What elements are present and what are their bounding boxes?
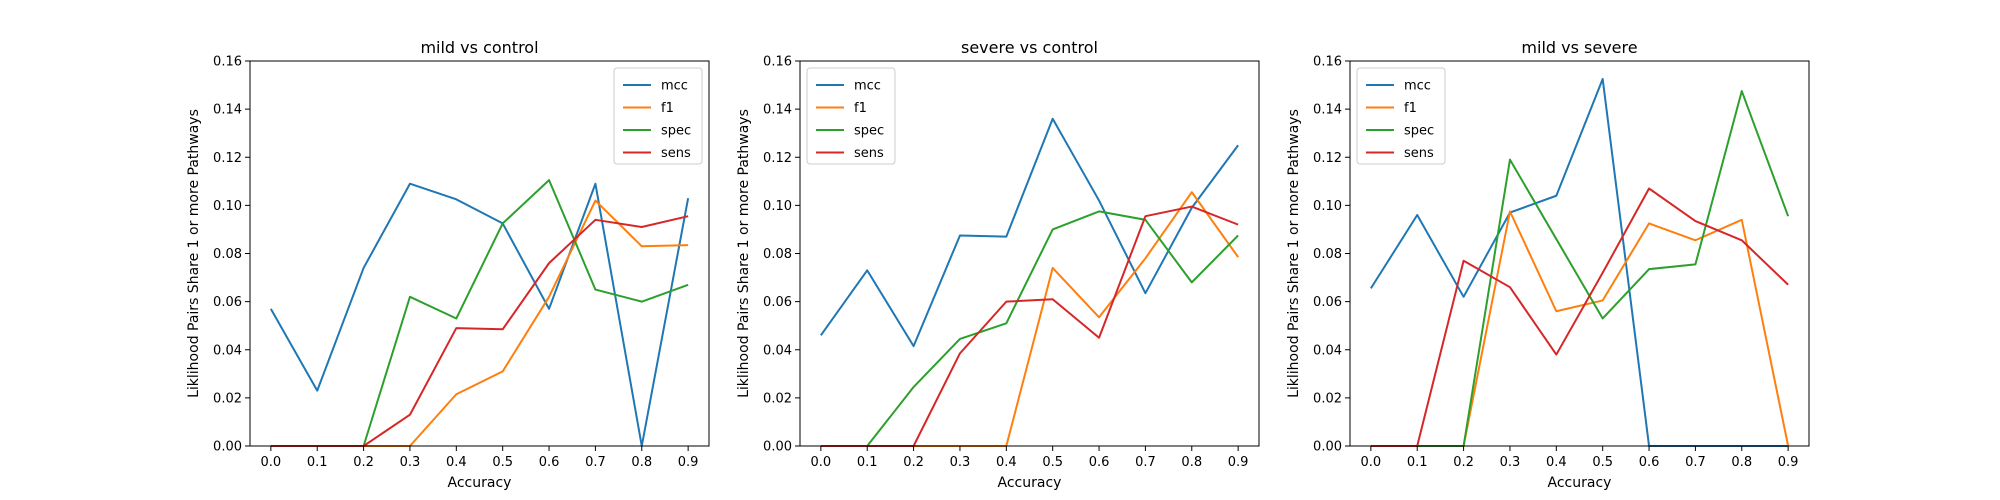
chart-panel-mild-vs-severe: 0.0 0.1 0.2 0.3 0.4 0.5 0.6 0.7 0.8 0.9 0.00 0.02 0.… xyxy=(1286,38,1810,491)
chart-panel-severe-vs-control: 0.0 0.1 0.2 0.3 0.4 0.5 0.6 0.7 0.8 0.9 0.00 0.02 0.… xyxy=(736,38,1260,491)
x-tick-label: 0.7 xyxy=(585,455,606,470)
legend-label-sens: sens xyxy=(1404,146,1434,161)
x-tick-label: 0.1 xyxy=(1407,455,1428,470)
y-axis-label: Liklihood Pairs Share 1 or more Pathways xyxy=(736,109,752,398)
x-tick-label: 0.3 xyxy=(400,455,421,470)
series-line-f1 xyxy=(270,199,689,447)
legend-label-sens: sens xyxy=(661,146,691,161)
legend-label-f1: f1 xyxy=(1404,101,1417,116)
x-tick-label: 0.2 xyxy=(353,455,374,470)
series-line-mcc xyxy=(269,182,690,447)
series-line-f1 xyxy=(1370,210,1790,447)
legend-label-f1: f1 xyxy=(854,101,867,116)
legend-box xyxy=(806,67,896,165)
y-tick-label: 0.04 xyxy=(213,343,242,358)
y-tick-label: 0.16 xyxy=(763,55,792,70)
y-tick-label: 0.00 xyxy=(213,440,242,455)
legend-label-mcc: mcc xyxy=(854,79,881,94)
y-tick-label: 0.04 xyxy=(1313,343,1342,358)
x-tick-label: 0.0 xyxy=(1361,455,1382,470)
legend: mcc f1 spec sens xyxy=(613,67,703,165)
x-tick-label: 0.0 xyxy=(261,455,282,470)
legend: mcc f1 spec sens xyxy=(806,67,896,165)
x-tick-label: 0.3 xyxy=(1500,455,1521,470)
x-tick-label: 0.0 xyxy=(811,455,832,470)
x-tick-label: 0.9 xyxy=(678,455,699,470)
series-line-sens xyxy=(270,215,689,447)
series-line-f1 xyxy=(820,191,1239,447)
x-tick-label: 0.5 xyxy=(1042,455,1063,470)
y-tick-label: 0.02 xyxy=(213,391,242,406)
y-tick-label: 0.14 xyxy=(1313,103,1342,118)
legend-label-mcc: mcc xyxy=(1404,79,1431,94)
legend-label-sens: sens xyxy=(854,146,884,161)
x-tick-label: 0.6 xyxy=(1639,455,1660,470)
y-axis-label: Liklihood Pairs Share 1 or more Pathways xyxy=(1286,109,1302,398)
y-tick-label: 0.16 xyxy=(213,55,242,70)
series-line-spec xyxy=(270,179,689,447)
series-line-sens xyxy=(1370,187,1789,447)
x-tick-label: 0.5 xyxy=(492,455,513,470)
x-axis-label: Accuracy xyxy=(1548,475,1612,491)
y-tick-label: 0.02 xyxy=(1313,391,1342,406)
x-tick-label: 0.3 xyxy=(950,455,971,470)
x-axis-label: Accuracy xyxy=(448,475,512,491)
legend: mcc f1 spec sens xyxy=(1356,67,1446,165)
x-tick-label: 0.1 xyxy=(307,455,328,470)
x-tick-label: 0.2 xyxy=(1453,455,1474,470)
y-tick-label: 0.00 xyxy=(1313,440,1342,455)
y-tick-label: 0.14 xyxy=(763,103,792,118)
y-tick-label: 0.08 xyxy=(1313,247,1342,262)
y-tick-label: 0.06 xyxy=(1313,295,1342,310)
legend-label-mcc: mcc xyxy=(661,79,688,94)
x-tick-label: 0.7 xyxy=(1135,455,1156,470)
y-tick-label: 0.12 xyxy=(213,151,242,166)
y-tick-label: 0.08 xyxy=(763,247,792,262)
x-tick-label: 0.4 xyxy=(446,455,467,470)
x-tick-label: 0.8 xyxy=(1181,455,1202,470)
legend-label-spec: spec xyxy=(661,124,691,139)
legend-label-spec: spec xyxy=(1404,124,1434,139)
y-tick-label: 0.12 xyxy=(763,151,792,166)
y-tick-label: 0.00 xyxy=(763,440,792,455)
legend-box xyxy=(1356,67,1446,165)
x-tick-label: 0.9 xyxy=(1778,455,1799,470)
series-line-spec xyxy=(820,210,1239,447)
x-axis-label: Accuracy xyxy=(998,475,1062,491)
x-tick-label: 0.1 xyxy=(857,455,878,470)
y-tick-label: 0.02 xyxy=(763,391,792,406)
x-tick-label: 0.7 xyxy=(1685,455,1706,470)
y-tick-label: 0.10 xyxy=(763,199,792,214)
y-tick-label: 0.10 xyxy=(1313,199,1342,214)
x-tick-label: 0.5 xyxy=(1592,455,1613,470)
y-tick-label: 0.12 xyxy=(1313,151,1342,166)
x-tick-label: 0.9 xyxy=(1228,455,1249,470)
y-axis-label: Liklihood Pairs Share 1 or more Pathways xyxy=(186,109,202,398)
series-line-sens xyxy=(820,205,1239,447)
y-tick-label: 0.06 xyxy=(213,295,242,310)
x-tick-label: 0.6 xyxy=(1089,455,1110,470)
chart-panel-mild-vs-control: 0.0 0.1 0.2 0.3 0.4 0.5 0.6 0.7 0.8 0.9 0.00 0.02 0.… xyxy=(186,38,710,491)
x-tick-label: 0.8 xyxy=(631,455,652,470)
x-tick-label: 0.6 xyxy=(539,455,560,470)
chart-title: severe vs control xyxy=(961,38,1098,57)
y-tick-label: 0.10 xyxy=(213,199,242,214)
chart-title: mild vs severe xyxy=(1521,38,1637,57)
x-tick-label: 0.2 xyxy=(903,455,924,470)
x-tick-label: 0.4 xyxy=(1546,455,1567,470)
y-tick-label: 0.04 xyxy=(763,343,792,358)
chart-title: mild vs control xyxy=(420,38,538,57)
legend-box xyxy=(613,67,703,165)
x-tick-label: 0.8 xyxy=(1731,455,1752,470)
y-tick-label: 0.14 xyxy=(213,103,242,118)
y-tick-label: 0.08 xyxy=(213,247,242,262)
x-tick-label: 0.4 xyxy=(996,455,1017,470)
y-tick-label: 0.16 xyxy=(1313,55,1342,70)
legend-label-f1: f1 xyxy=(661,101,674,116)
y-tick-label: 0.06 xyxy=(763,295,792,310)
legend-label-spec: spec xyxy=(854,124,884,139)
